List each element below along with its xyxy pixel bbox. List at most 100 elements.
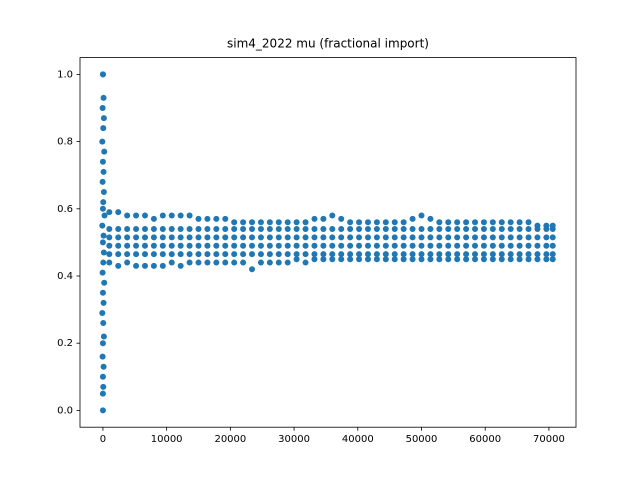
point: [159, 212, 166, 219]
point: [177, 225, 184, 232]
point: [347, 219, 354, 226]
point: [507, 219, 514, 226]
x-tick-label: 0: [100, 434, 106, 445]
point: [489, 234, 496, 241]
y-tick-label: 0.2: [57, 338, 73, 349]
point: [204, 234, 211, 241]
point: [99, 407, 106, 414]
point: [222, 234, 229, 241]
point: [99, 105, 106, 111]
point: [364, 234, 371, 241]
point: [382, 256, 389, 263]
point: [534, 234, 541, 241]
point: [364, 225, 371, 232]
point: [356, 242, 363, 249]
point: [106, 234, 113, 241]
point: [391, 256, 398, 263]
point: [257, 219, 264, 226]
point: [329, 212, 336, 219]
point: [356, 251, 363, 258]
y-tick-label: 0.8: [57, 137, 73, 148]
point: [133, 234, 140, 241]
point: [275, 251, 282, 258]
x-tick-label: 40000: [342, 434, 374, 445]
point: [99, 289, 106, 296]
point: [284, 225, 291, 232]
point: [418, 234, 425, 241]
point: [99, 71, 106, 78]
point: [507, 234, 514, 241]
point: [400, 219, 407, 226]
point: [382, 251, 389, 258]
point: [195, 251, 202, 258]
point: [249, 225, 256, 232]
point: [100, 168, 107, 175]
point: [257, 251, 264, 258]
point: [284, 234, 291, 241]
point: [391, 251, 398, 258]
point: [213, 234, 220, 241]
point: [549, 222, 556, 229]
point: [177, 262, 184, 269]
point: [177, 234, 184, 241]
point: [293, 251, 300, 258]
y-tick-label: 0.6: [57, 204, 73, 215]
point: [329, 225, 336, 232]
point: [543, 251, 550, 258]
point: [302, 242, 309, 249]
point: [507, 256, 514, 263]
axes-frame: [79, 57, 577, 428]
point: [472, 256, 479, 263]
point: [347, 234, 354, 241]
y-tick-label: 1.0: [57, 69, 73, 80]
point: [516, 234, 523, 241]
point: [124, 212, 131, 219]
point: [338, 225, 345, 232]
point: [115, 251, 122, 258]
point: [445, 256, 452, 263]
point: [347, 225, 354, 232]
point: [284, 219, 291, 226]
point: [356, 234, 363, 241]
point: [195, 234, 202, 241]
point: [124, 259, 131, 266]
point: [249, 266, 256, 273]
point: [213, 215, 220, 222]
point: [133, 242, 140, 249]
point: [463, 225, 470, 232]
point: [240, 219, 247, 226]
point: [543, 242, 550, 249]
point: [213, 259, 220, 266]
point: [498, 234, 505, 241]
point: [150, 234, 157, 241]
point: [489, 256, 496, 263]
point: [498, 225, 505, 232]
point: [159, 262, 166, 269]
point: [507, 242, 514, 249]
point: [436, 225, 443, 232]
point: [99, 239, 106, 246]
point: [124, 225, 131, 232]
point: [204, 242, 211, 249]
point: [549, 251, 556, 258]
point: [240, 234, 247, 241]
point: [266, 259, 273, 266]
point: [480, 251, 487, 258]
point: [382, 242, 389, 249]
point: [311, 225, 318, 232]
point: [100, 299, 107, 306]
point: [549, 242, 556, 249]
point: [516, 225, 523, 232]
point: [100, 333, 107, 340]
point: [329, 242, 336, 249]
point: [99, 309, 106, 316]
x-tick-label: 20000: [214, 434, 246, 445]
point: [249, 251, 256, 258]
point: [427, 242, 434, 249]
point: [141, 262, 148, 269]
y-tick-label: 0.0: [57, 405, 73, 416]
point: [150, 242, 157, 249]
point: [516, 219, 523, 226]
point: [168, 242, 175, 249]
